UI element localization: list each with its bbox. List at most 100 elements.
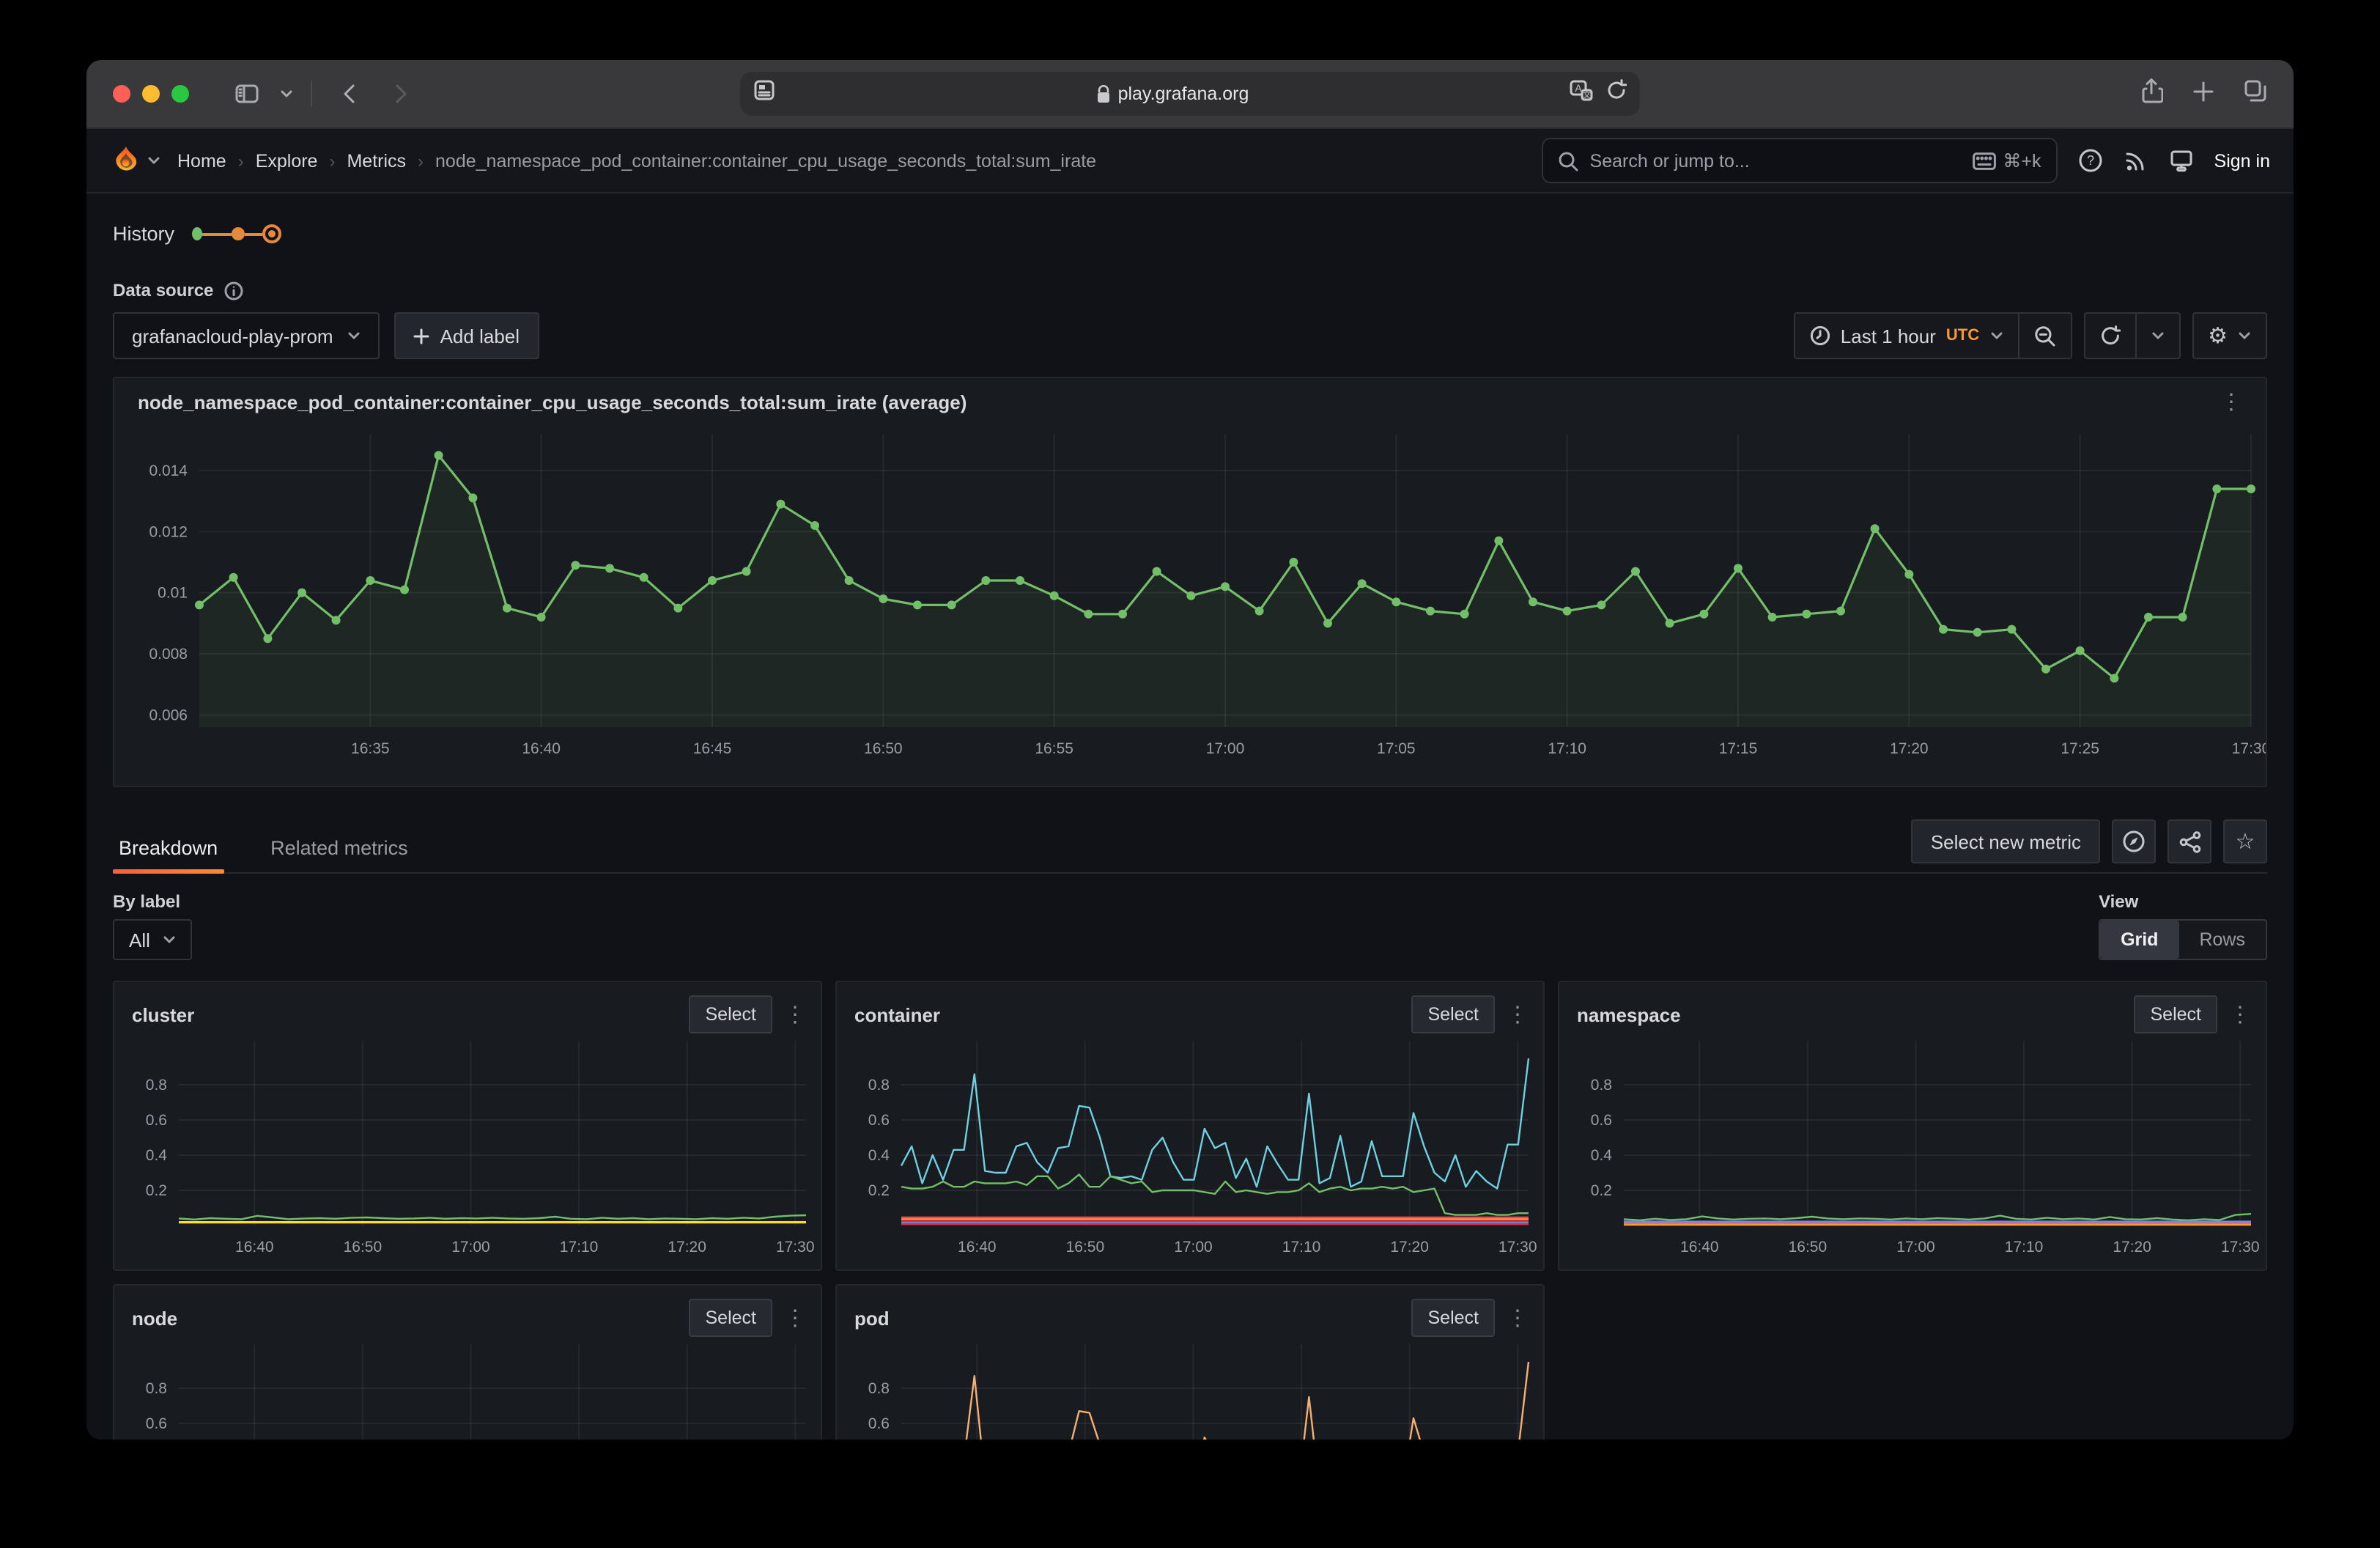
- breadcrumb-separator: ›: [418, 150, 424, 171]
- panel-menu-button[interactable]: ⋮: [784, 1307, 806, 1329]
- share-metric-button[interactable]: [2168, 819, 2211, 863]
- history-step-icon[interactable]: [192, 227, 202, 240]
- gear-icon: ⚙: [2208, 325, 2228, 347]
- sign-in-button[interactable]: Sign in: [2214, 150, 2270, 171]
- new-tab-button[interactable]: [2192, 80, 2214, 109]
- reload-icon[interactable]: [1606, 79, 1627, 108]
- svg-text:0.2: 0.2: [146, 1182, 167, 1199]
- tab-breakdown[interactable]: Breakdown: [113, 828, 223, 872]
- svg-text:16:45: 16:45: [693, 740, 732, 757]
- svg-text:16:35: 16:35: [351, 740, 390, 757]
- window-controls: [113, 85, 189, 103]
- refresh-interval-button[interactable]: [2136, 314, 2178, 358]
- sidebar-chevron-icon[interactable]: [280, 81, 293, 107]
- svg-text:17:10: 17:10: [2005, 1239, 2044, 1256]
- svg-text:17:20: 17:20: [2113, 1239, 2151, 1256]
- explore-button[interactable]: [2112, 819, 2156, 863]
- share-button[interactable]: [2140, 78, 2163, 111]
- minimize-window-button[interactable]: [142, 85, 160, 103]
- time-range-button[interactable]: Last 1 hour UTC: [1795, 314, 2017, 358]
- info-icon[interactable]: [223, 281, 243, 300]
- history-connector: [245, 232, 262, 235]
- history-label: History: [113, 223, 174, 245]
- compass-icon: [2122, 830, 2146, 853]
- tab-overview-button[interactable]: [2244, 79, 2267, 110]
- settings-button[interactable]: ⚙: [2193, 314, 2266, 358]
- select-button[interactable]: Select: [690, 995, 773, 1033]
- svg-text:0.4: 0.4: [868, 1147, 890, 1164]
- panel-menu-button[interactable]: ⋮: [2229, 1003, 2251, 1025]
- svg-text:17:30: 17:30: [2221, 1239, 2260, 1256]
- select-button[interactable]: Select: [2135, 995, 2218, 1033]
- panel-menu-button[interactable]: ⋮: [784, 1003, 806, 1025]
- back-button[interactable]: [330, 76, 368, 111]
- svg-text:16:40: 16:40: [958, 1239, 997, 1256]
- search-placeholder: Search or jump to...: [1590, 150, 1961, 171]
- forward-button[interactable]: [382, 76, 421, 111]
- news-button[interactable]: [2124, 148, 2148, 173]
- panel-title: node: [132, 1307, 177, 1329]
- svg-text:16:50: 16:50: [1789, 1239, 1828, 1256]
- keyboard-icon: [1972, 152, 1995, 169]
- view-option-rows[interactable]: Rows: [2178, 921, 2266, 959]
- history-current-step-icon[interactable]: [262, 224, 281, 243]
- select-button[interactable]: Select: [1412, 995, 1496, 1033]
- history-timeline[interactable]: [192, 224, 281, 243]
- select-button[interactable]: Select: [690, 1299, 773, 1337]
- history-step-icon[interactable]: [232, 227, 245, 240]
- svg-text:17:20: 17:20: [1390, 1239, 1429, 1256]
- by-label-select[interactable]: All: [113, 919, 193, 960]
- refresh-icon: [2099, 325, 2120, 346]
- share-alt-icon: [2178, 830, 2200, 852]
- svg-text:0.8: 0.8: [146, 1380, 167, 1397]
- bookmark-button[interactable]: ☆: [2223, 819, 2267, 863]
- close-window-button[interactable]: [113, 85, 130, 103]
- refresh-button[interactable]: [2085, 314, 2135, 358]
- breadcrumb-metric-name[interactable]: node_namespace_pod_container:container_c…: [435, 150, 1096, 171]
- svg-text:16:50: 16:50: [1066, 1239, 1105, 1256]
- svg-text:17:00: 17:00: [451, 1239, 490, 1256]
- page-menu-icon[interactable]: [753, 79, 775, 108]
- by-label-field: By label All: [113, 891, 193, 960]
- breadcrumb-metrics[interactable]: Metrics: [347, 150, 406, 171]
- stage: play.grafana.org A文: [0, 0, 2380, 1548]
- view-option-grid[interactable]: Grid: [2100, 921, 2178, 959]
- tab-related-metrics[interactable]: Related metrics: [265, 828, 414, 872]
- search-input[interactable]: Search or jump to... ⌘+k: [1542, 138, 2058, 183]
- breadcrumb-explore[interactable]: Explore: [256, 150, 318, 171]
- chevron-down-icon: [163, 934, 177, 946]
- svg-text:0.006: 0.006: [149, 707, 188, 723]
- select-button[interactable]: Select: [1412, 1299, 1496, 1337]
- help-button[interactable]: ?: [2078, 148, 2103, 173]
- main-chart: 0.0060.0080.010.0120.01416:3516:4016:451…: [114, 413, 2266, 771]
- translate-icon[interactable]: A文: [1570, 79, 1593, 108]
- org-switcher[interactable]: [110, 144, 160, 177]
- panel-menu-button[interactable]: ⋮: [1507, 1307, 1529, 1329]
- explore-tabs: Breakdown Related metrics Select new met…: [113, 819, 2267, 874]
- svg-text:16:40: 16:40: [522, 740, 561, 757]
- svg-text:16:40: 16:40: [235, 1239, 274, 1256]
- svg-text:16:50: 16:50: [344, 1239, 382, 1256]
- svg-text:0.4: 0.4: [146, 1147, 168, 1164]
- grafana-logo-icon: [110, 144, 142, 177]
- data-source-picker[interactable]: grafanacloud-play-prom: [113, 312, 380, 359]
- svg-text:0.6: 0.6: [146, 1112, 167, 1129]
- select-new-metric-button[interactable]: Select new metric: [1912, 819, 2100, 863]
- breakdown-panel-cluster: 0.20.40.60.816:4016:5017:0017:1017:2017:…: [113, 981, 822, 1271]
- address-bar[interactable]: play.grafana.org A文: [740, 72, 1640, 116]
- breadcrumb-home[interactable]: Home: [177, 150, 226, 171]
- svg-text:0.01: 0.01: [158, 585, 188, 602]
- panel-menu-button[interactable]: ⋮: [1507, 1003, 1529, 1025]
- panel-menu-button[interactable]: ⋮: [2220, 391, 2242, 413]
- panel-title: cluster: [132, 1003, 194, 1025]
- sidebar-toggle-button[interactable]: [227, 76, 265, 111]
- screen-button[interactable]: [2169, 148, 2194, 173]
- svg-text:0.008: 0.008: [149, 646, 188, 663]
- svg-text:?: ?: [2087, 153, 2094, 168]
- svg-text:17:10: 17:10: [560, 1239, 599, 1256]
- zoom-window-button[interactable]: [171, 85, 189, 103]
- svg-text:0.6: 0.6: [1591, 1112, 1612, 1129]
- zoom-out-button[interactable]: [2019, 314, 2070, 358]
- add-label-button[interactable]: Add label: [395, 312, 539, 359]
- breakdown-panel-namespace: 0.20.40.60.816:4016:5017:0017:1017:2017:…: [1558, 981, 2267, 1271]
